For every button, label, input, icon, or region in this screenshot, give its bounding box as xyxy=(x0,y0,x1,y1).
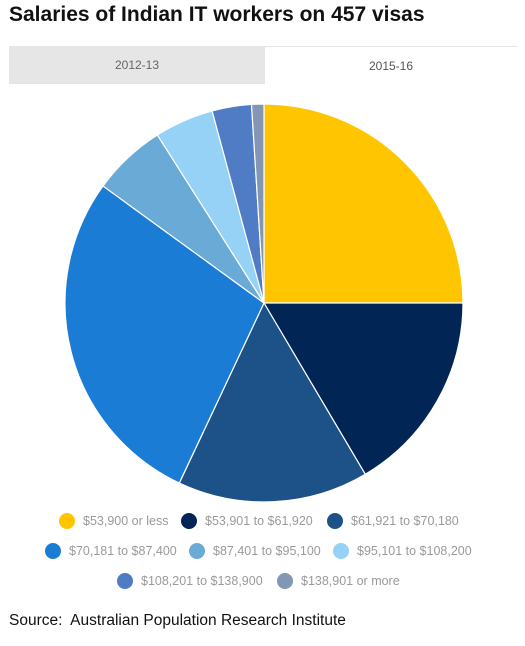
legend-item-4[interactable]: $87,401 to $95,100 xyxy=(189,540,321,562)
legend-label: $61,921 to $70,180 xyxy=(351,514,459,528)
source-note: Source: Australian Population Research I… xyxy=(9,612,346,629)
legend-label: $138,901 or more xyxy=(301,574,400,588)
pie-slice-0[interactable] xyxy=(263,103,464,304)
legend-swatch xyxy=(333,543,349,559)
legend-item-5[interactable]: $95,101 to $108,200 xyxy=(333,540,472,562)
legend-label: $108,201 to $138,900 xyxy=(141,574,263,588)
period-tabs: 2012-13 2015-16 xyxy=(9,46,517,84)
legend-label: $87,401 to $95,100 xyxy=(213,544,321,558)
legend-label: $70,181 to $87,400 xyxy=(69,544,177,558)
legend-swatch xyxy=(327,513,343,529)
legend-row: $70,181 to $87,400 $87,401 to $95,100 $9… xyxy=(0,540,525,562)
pie-slice-2[interactable] xyxy=(178,302,366,503)
pie-slice-7[interactable] xyxy=(250,103,265,304)
tab-2012-13[interactable]: 2012-13 xyxy=(9,46,265,84)
tab-2015-16[interactable]: 2015-16 xyxy=(265,46,517,84)
legend-swatch xyxy=(277,573,293,589)
pie-slice-1[interactable] xyxy=(263,302,464,475)
chart-title: Salaries of Indian IT workers on 457 vis… xyxy=(9,3,425,26)
legend-item-2[interactable]: $61,921 to $70,180 xyxy=(327,510,459,532)
legend-label: $95,101 to $108,200 xyxy=(357,544,472,558)
legend-item-6[interactable]: $108,201 to $138,900 xyxy=(117,570,263,592)
pie-chart xyxy=(64,103,464,503)
legend-item-3[interactable]: $70,181 to $87,400 xyxy=(45,540,177,562)
legend-swatch xyxy=(59,513,75,529)
legend-swatch xyxy=(181,513,197,529)
legend-label: $53,900 or less xyxy=(83,514,169,528)
legend-item-0[interactable]: $53,900 or less xyxy=(59,510,168,532)
legend-row: $108,201 to $138,900 $138,901 or more xyxy=(0,570,525,592)
legend-swatch xyxy=(189,543,205,559)
legend-label: $53,901 to $61,920 xyxy=(205,514,313,528)
legend-swatch xyxy=(45,543,61,559)
legend-item-7[interactable]: $138,901 or more xyxy=(277,570,400,592)
pie-slice-3[interactable] xyxy=(64,185,265,484)
legend-swatch xyxy=(117,573,133,589)
legend-row: $53,900 or less $53,901 to $61,920 $61,9… xyxy=(0,510,525,532)
legend-item-1[interactable]: $53,901 to $61,920 xyxy=(181,510,313,532)
